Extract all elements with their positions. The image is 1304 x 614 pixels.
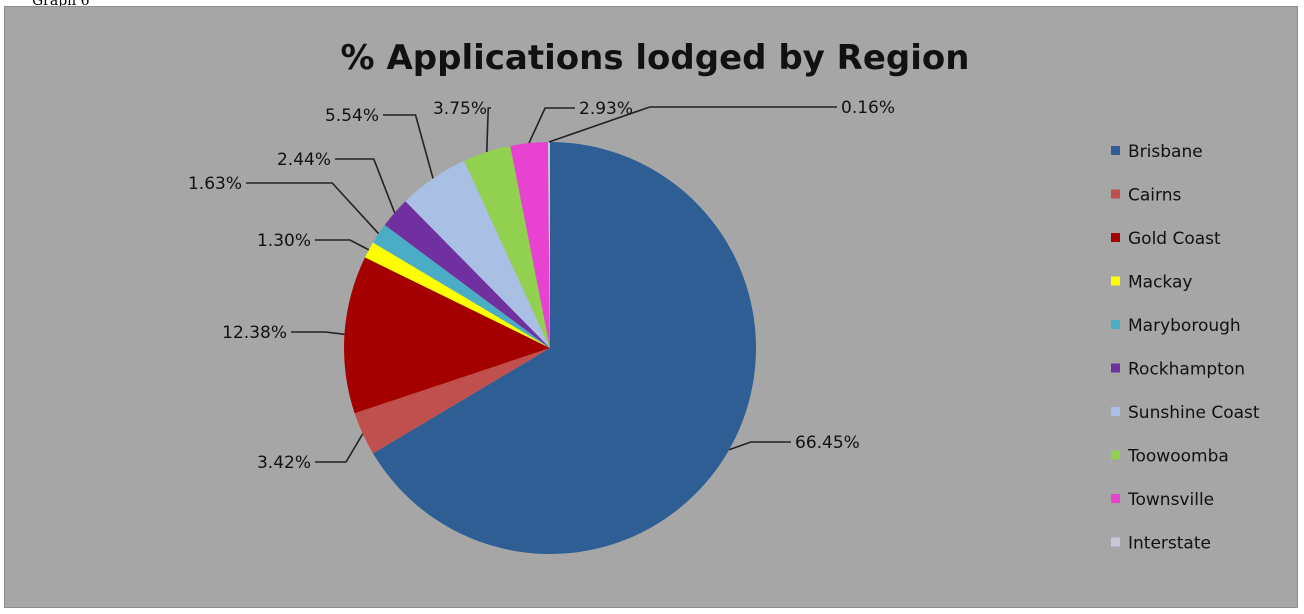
pie-slice-mackay (365, 242, 550, 348)
data-label: 66.45% (795, 433, 860, 453)
pie-slices (344, 142, 756, 554)
leader-line (728, 441, 791, 451)
legend-label: Rockhampton (1128, 360, 1245, 380)
pie-slice-maryborough (373, 225, 550, 348)
legend-label: Maryborough (1128, 316, 1241, 336)
legend-swatch (1111, 494, 1120, 503)
pie-slice-toowoomba (464, 145, 550, 348)
data-label: 3.75% (433, 99, 487, 119)
legend-swatch (1111, 363, 1120, 373)
legend-label: Interstate (1128, 534, 1211, 554)
leader-line (315, 239, 370, 251)
data-label: 5.54% (325, 106, 379, 126)
legend-label: Mackay (1128, 273, 1192, 293)
legend-label: Gold Coast (1128, 229, 1221, 249)
data-label: 3.42% (257, 453, 311, 473)
pie-slice-townsville (510, 142, 550, 348)
leader-line (383, 114, 434, 179)
chart-title: % Applications lodged by Region (341, 38, 970, 78)
figure-caption: Graph 6 (32, 0, 90, 9)
data-label: 2.93% (579, 99, 633, 119)
leader-line (315, 433, 364, 463)
legend-swatch (1111, 407, 1120, 416)
leader-lines (246, 106, 837, 463)
legend-swatch (1111, 450, 1120, 460)
pie-slice-brisbane (373, 142, 756, 554)
legend-swatch (1111, 146, 1120, 155)
legend-label: Sunshine Coast (1128, 403, 1260, 423)
legend-label: Brisbane (1128, 142, 1203, 162)
data-labels: 66.45% 3.42% 12.38% 1.30% 1.63% 2.44% 5.54% 3.7… (188, 98, 895, 473)
legend-swatch (1111, 276, 1120, 286)
legend-swatch (1111, 189, 1120, 199)
pie-slice-gold-coast (344, 257, 550, 414)
pie-slice-sunshine-coast (405, 160, 550, 348)
leader-line (548, 106, 837, 143)
chart-area: % Applications lodged by Region 66.45% 3.… (4, 6, 1298, 608)
leader-line (528, 107, 575, 144)
pie-slice-interstate (547, 142, 550, 348)
pie-chart: % Applications lodged by Region 66.45% 3.… (188, 38, 1260, 554)
legend-swatch (1111, 233, 1120, 242)
data-label: 1.63% (188, 174, 242, 194)
legend-swatch (1111, 320, 1120, 329)
leader-line (485, 107, 491, 152)
data-label: 2.44% (277, 150, 331, 170)
data-label: 0.16% (841, 98, 895, 118)
leader-line (335, 158, 396, 214)
leader-line (246, 182, 380, 235)
legend-label: Townsville (1127, 490, 1214, 510)
pie-slice-rockhampton (384, 201, 550, 348)
legend-label: Toowoomba (1127, 447, 1229, 467)
leader-line (291, 331, 345, 336)
data-label: 1.30% (257, 231, 311, 251)
data-label: 12.38% (222, 323, 287, 343)
pie-slice-cairns (354, 348, 550, 454)
legend-swatch (1111, 537, 1120, 547)
legend-label: Cairns (1128, 186, 1181, 206)
legend: Brisbane Cairns Gold Coast Mackay Maryboroug… (1111, 142, 1260, 554)
